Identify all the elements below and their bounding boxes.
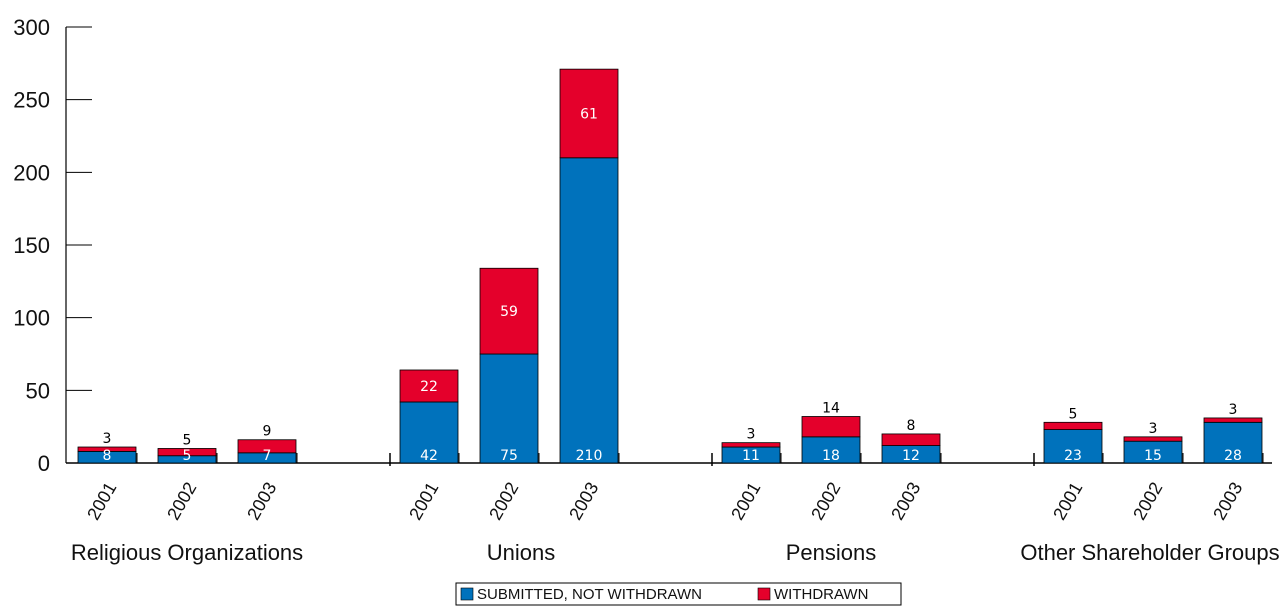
x-tick-label: 2003 [1209,479,1246,524]
data-label-submitted: 23 [1064,448,1082,464]
bar-withdrawn [881,433,941,446]
x-tick-label: 2002 [1129,479,1166,524]
data-label-submitted: 15 [1144,448,1162,464]
bar-withdrawn [157,448,217,457]
bar-withdrawn [721,442,781,448]
group-label: Unions [487,540,555,565]
data-label-withdrawn: 22 [420,379,438,395]
y-tick-label: 100 [13,306,50,331]
y-tick-label: 300 [13,15,50,40]
bar-withdrawn [1203,417,1263,423]
data-label-submitted: 5 [183,448,192,464]
data-label-withdrawn: 61 [580,106,598,122]
x-tick-label: 2003 [565,479,602,524]
bar-submitted [801,436,861,464]
bar-withdrawn [1043,421,1103,430]
x-tick-label: 2002 [807,479,844,524]
data-label-submitted: 8 [103,448,112,464]
x-tick-label: 2001 [727,479,764,524]
data-label-withdrawn: 8 [907,418,916,434]
data-label-withdrawn: 59 [500,304,518,320]
data-label-withdrawn: 3 [103,431,112,447]
legend-swatch-withdrawn [757,587,771,601]
data-label-withdrawn: 3 [747,427,756,443]
y-tick-label: 0 [38,451,50,476]
data-label-submitted: 7 [263,448,272,464]
bar-submitted [559,157,619,464]
legend-label-withdrawn: WITHDRAWN [774,586,868,603]
bar-withdrawn [1123,436,1183,442]
x-tick-label: 2001 [405,479,442,524]
bar-withdrawn [77,446,137,452]
data-label-withdrawn: 9 [263,424,272,440]
bar-withdrawn [479,267,539,355]
data-label-withdrawn: 5 [183,432,192,448]
bar-submitted [399,401,459,464]
group-label: Pensions [786,540,877,565]
x-tick-label: 2001 [1049,479,1086,524]
group-label: Religious Organizations [71,540,303,565]
legend-box [455,582,902,606]
group-label: Other Shareholder Groups [1020,540,1279,565]
data-label-withdrawn: 3 [1229,402,1238,418]
data-label-submitted: 42 [420,448,438,464]
data-label-submitted: 210 [576,448,603,464]
legend-swatch-submitted [460,587,474,601]
legend-label-submitted: SUBMITTED, NOT WITHDRAWN [477,586,702,603]
x-tick-label: 2003 [243,479,280,524]
y-tick-label: 50 [26,378,50,403]
data-label-withdrawn: 3 [1149,421,1158,437]
y-tick-label: 200 [13,160,50,185]
bar-submitted [1043,429,1103,464]
data-label-submitted: 75 [500,448,518,464]
x-tick-label: 2001 [83,479,120,524]
x-tick-label: 2003 [887,479,924,524]
x-tick-label: 2002 [485,479,522,524]
data-label-withdrawn: 14 [822,400,840,416]
y-tick-label: 250 [13,88,50,113]
bar-withdrawn [801,416,861,438]
bar-withdrawn [399,369,459,403]
y-tick-label: 150 [13,233,50,258]
data-label-submitted: 18 [822,448,840,464]
bar-withdrawn [237,439,297,454]
data-label-submitted: 11 [742,448,760,464]
data-label-submitted: 12 [902,448,920,464]
bar-submitted [479,353,539,464]
data-label-withdrawn: 5 [1069,406,1078,422]
x-tick-label: 2002 [163,479,200,524]
bar-withdrawn [559,68,619,159]
bar-submitted [1203,421,1263,464]
data-label-submitted: 28 [1224,448,1242,464]
